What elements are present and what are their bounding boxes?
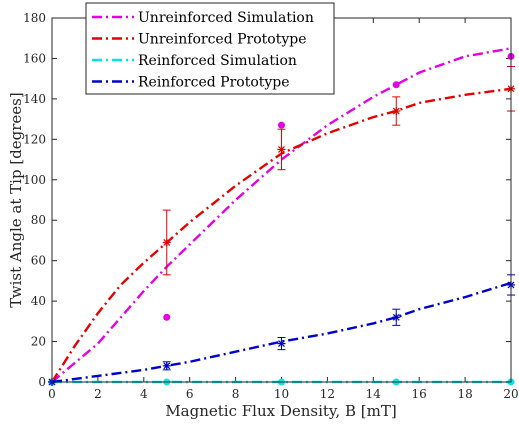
series-line <box>50 87 512 383</box>
x-tick-label: 20 <box>503 387 518 401</box>
data-point <box>392 313 400 321</box>
x-tick-label: 8 <box>232 387 240 401</box>
x-axis-label: Magnetic Flux Density, B [mT] <box>165 402 396 420</box>
x-tick-label: 2 <box>94 387 102 401</box>
series-layer <box>48 47 515 386</box>
y-tick-label: 80 <box>31 213 46 227</box>
data-point <box>278 340 285 348</box>
data-point <box>278 121 285 129</box>
y-tick-label: 180 <box>23 11 46 25</box>
series-3 <box>48 274 515 386</box>
x-tick-label: 12 <box>320 387 335 401</box>
data-point <box>163 239 171 246</box>
y-tick-label: 160 <box>23 51 46 65</box>
data-point <box>278 146 285 153</box>
y-tick-label: 0 <box>38 375 46 389</box>
data-point <box>163 362 171 370</box>
x-tick-label: 10 <box>274 387 289 401</box>
y-tick-label: 20 <box>31 335 46 349</box>
x-tick-label: 4 <box>140 387 148 401</box>
y-tick-label: 100 <box>23 173 46 187</box>
y-tick-label: 120 <box>23 132 46 146</box>
data-point <box>392 107 400 115</box>
x-tick-label: 16 <box>412 387 427 401</box>
y-tick-label: 60 <box>31 254 46 268</box>
x-tick-label: 18 <box>457 387 472 401</box>
legend-label: Reinforced Prototype <box>138 75 290 91</box>
legend-label: Reinforced Simulation <box>138 53 297 69</box>
legend-label: Unreinforced Prototype <box>138 32 307 48</box>
series-line <box>51 47 512 383</box>
y-tick-label: 140 <box>23 92 46 106</box>
x-tick-label: 0 <box>48 387 56 401</box>
series-line <box>51 281 512 384</box>
legend: Unreinforced Simulation Unreinforced Prot… <box>85 2 335 95</box>
series-0 <box>48 47 515 386</box>
legend-label: Unreinforced Simulation <box>138 10 314 26</box>
data-point <box>163 313 171 321</box>
y-axis-label: Twist Angle at Tip [degrees] <box>7 92 25 307</box>
x-tick-label: 14 <box>366 387 382 401</box>
x-tick-label: 6 <box>186 387 194 401</box>
y-tick-label: 40 <box>31 294 46 308</box>
data-point <box>392 81 400 89</box>
